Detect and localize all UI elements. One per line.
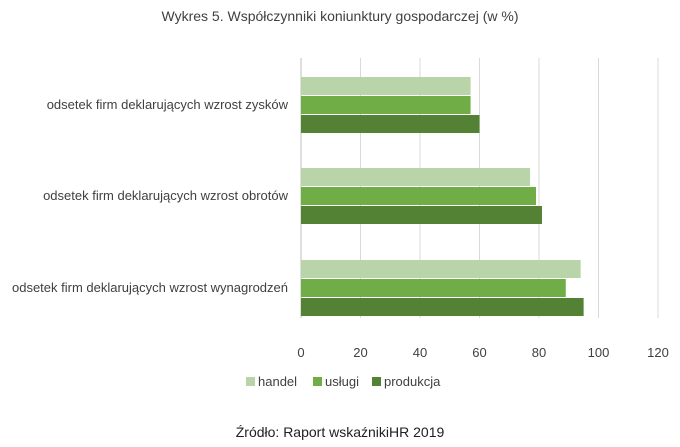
bar-usługi-0 [301,96,471,114]
bar-chart: 0 20 40 60 80 100 120 odsetek firm deklarującyc… [12,58,669,389]
x-tick-label-2: 40 [413,345,427,360]
bar-usługi-2 [301,279,566,297]
bar-usługi-1 [301,187,537,205]
x-tick-label-1: 20 [353,345,367,360]
legend-swatch-2 [372,377,381,386]
x-tick-label-3: 60 [472,345,486,360]
bar-produkcja-2 [301,298,584,316]
category-label-1: odsetek firm deklarujących wzrost obrotó… [43,188,289,203]
bar-handel-0 [301,77,471,95]
legend-swatch-0 [246,377,255,386]
category-label-2: odsetek firm deklarujących wzrost wynagr… [12,280,288,295]
source-note: Źródło: Raport wskaźnikiHR 2019 [235,424,445,440]
bar-handel-2 [301,260,581,278]
legend-swatch-1 [313,377,322,386]
bar-produkcja-1 [301,206,542,224]
legend-label-1: usługi [325,374,359,389]
chart-title: Wykres 5. Współczynniki koniunktury gosp… [161,8,519,24]
x-tick-label-4: 80 [532,345,546,360]
x-tick-label-6: 120 [647,345,669,360]
bar-produkcja-0 [301,115,480,133]
legend-label-0: handel [258,374,297,389]
x-tick-label-5: 100 [588,345,610,360]
x-tick-label-0: 0 [297,345,304,360]
bar-handel-1 [301,168,531,186]
category-label-0: odsetek firm deklarujących wzrost zysków [47,97,289,112]
legend-label-2: produkcja [384,374,441,389]
